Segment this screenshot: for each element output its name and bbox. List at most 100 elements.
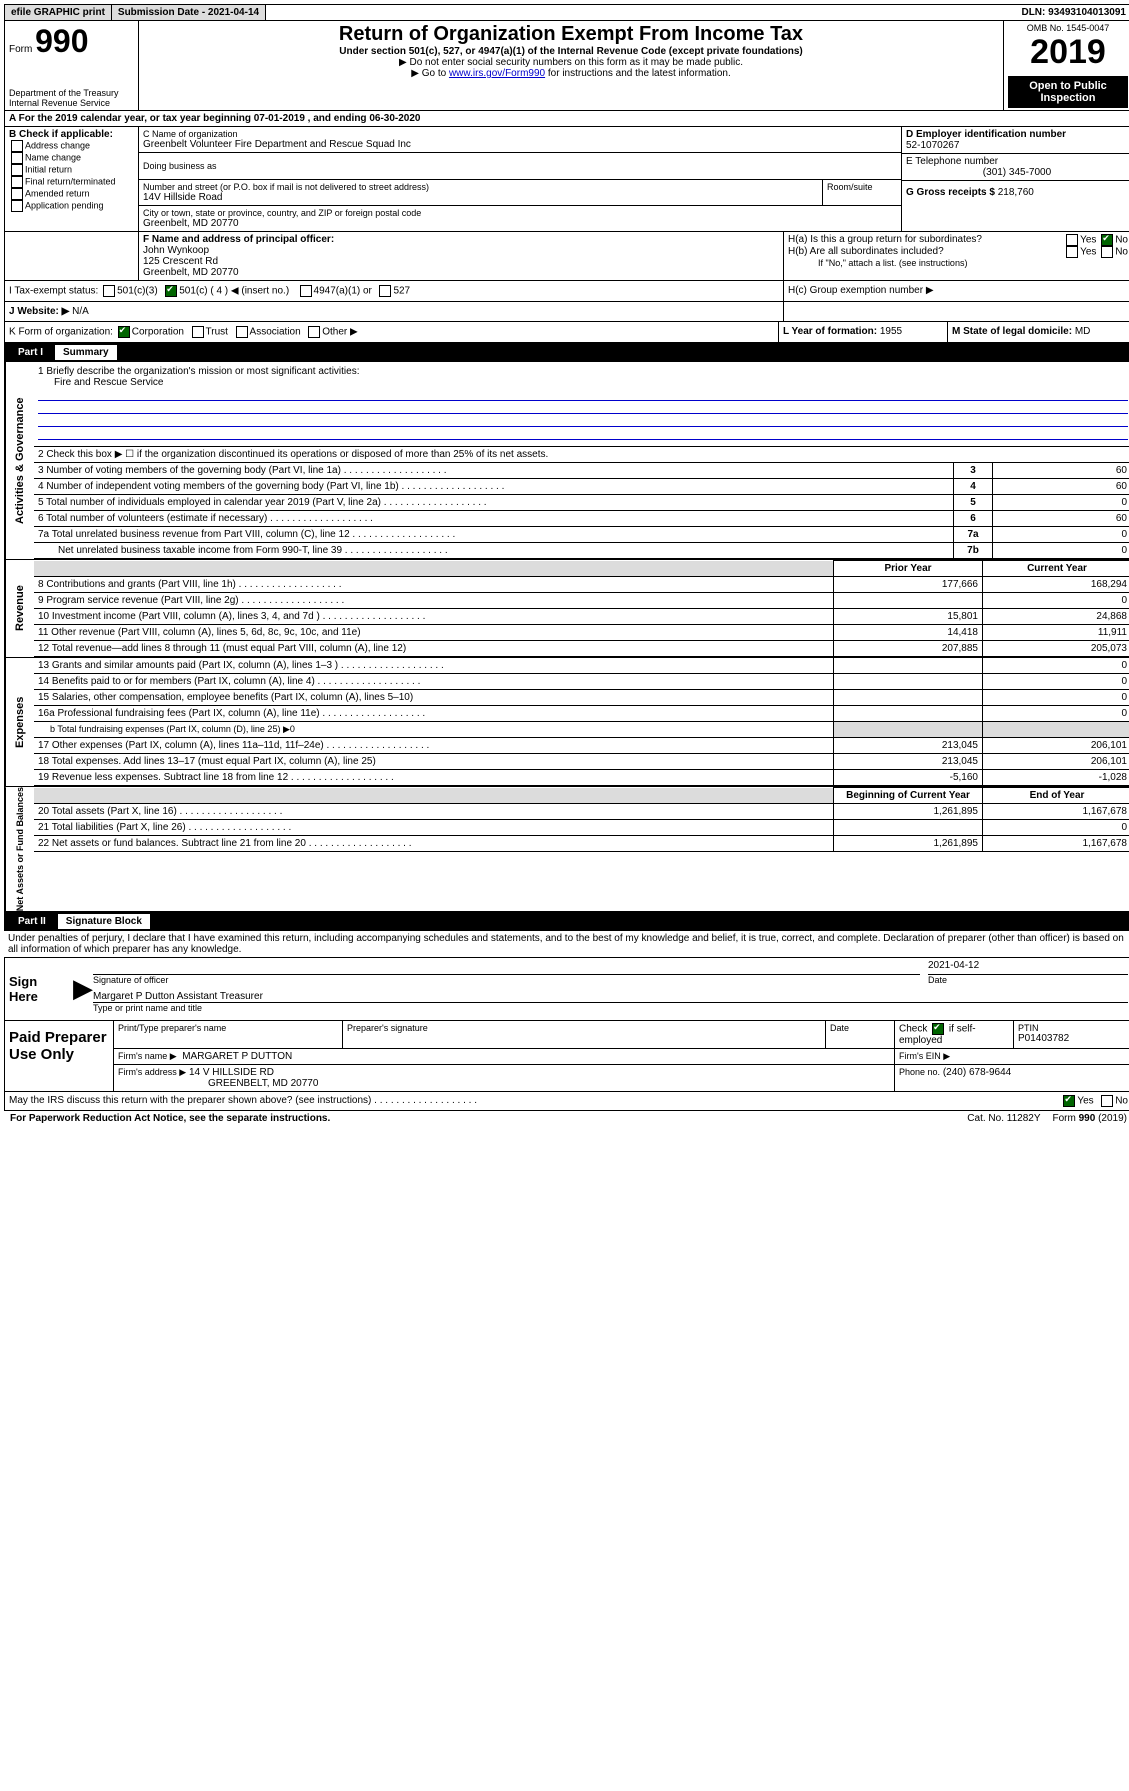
org-name: Greenbelt Volunteer Fire Department and … xyxy=(143,139,897,150)
self-employed-cell[interactable]: Check if self-employed xyxy=(895,1021,1014,1049)
begin-year-header: Beginning of Current Year xyxy=(834,788,983,804)
section-l: L Year of formation: 1955 xyxy=(779,322,948,342)
mission-line3 xyxy=(38,416,1128,427)
top-toolbar: efile GRAPHIC print Submission Date - 20… xyxy=(4,4,1129,21)
discuss-label: May the IRS discuss this return with the… xyxy=(9,1095,371,1106)
check-name-change[interactable]: Name change xyxy=(9,152,134,164)
g-label: G Gross receipts $ xyxy=(906,187,995,198)
line1-label: 1 Briefly describe the organization's mi… xyxy=(38,366,1128,377)
note2-post: for instructions and the latest informat… xyxy=(545,68,731,79)
c19: -1,028 xyxy=(983,770,1129,786)
sig-date: 2021-04-12 xyxy=(928,960,1128,975)
l-label: L Year of formation: xyxy=(783,326,877,337)
val5: 0 xyxy=(993,495,1129,511)
p22: 1,261,895 xyxy=(834,836,983,852)
prep-sig-label: Preparer's signature xyxy=(347,1023,821,1033)
line9: 9 Program service revenue (Part VIII, li… xyxy=(34,593,834,609)
val7a: 0 xyxy=(993,527,1129,543)
name-title-label: Type or print name and title xyxy=(93,1003,1128,1013)
ptin-label: PTIN xyxy=(1018,1023,1128,1033)
check-final-return[interactable]: Final return/terminated xyxy=(9,176,134,188)
form-note2: ▶ Go to www.irs.gov/Form990 for instruct… xyxy=(143,68,999,79)
c20: 1,167,678 xyxy=(983,804,1129,820)
c16b-grey xyxy=(983,722,1129,738)
form-label: Form xyxy=(9,44,32,55)
p11: 14,418 xyxy=(834,625,983,641)
p21 xyxy=(834,820,983,836)
p10: 15,801 xyxy=(834,609,983,625)
line18: 18 Total expenses. Add lines 13–17 (must… xyxy=(34,754,834,770)
section-m: M State of legal domicile: MD xyxy=(948,322,1129,342)
k-assoc[interactable]: Association xyxy=(250,327,301,338)
dept-treasury: Department of the Treasury xyxy=(9,88,134,98)
check-amended-return[interactable]: Amended return xyxy=(9,188,134,200)
c8: 168,294 xyxy=(983,577,1129,593)
side-revenue: Revenue xyxy=(5,560,34,657)
k-corp[interactable]: Corporation xyxy=(132,327,184,338)
h-b-yesno[interactable]: Yes No xyxy=(1064,246,1128,258)
section-i: I Tax-exempt status: 501(c)(3) 501(c) ( … xyxy=(5,281,784,301)
current-year-header: Current Year xyxy=(983,561,1129,577)
c17: 206,101 xyxy=(983,738,1129,754)
line17: 17 Other expenses (Part IX, column (A), … xyxy=(34,738,834,754)
check-address-change[interactable]: Address change xyxy=(9,140,134,152)
form-title: Return of Organization Exempt From Incom… xyxy=(143,23,999,46)
prep-name-label: Print/Type preparer's name xyxy=(118,1023,338,1033)
c15: 0 xyxy=(983,690,1129,706)
c14: 0 xyxy=(983,674,1129,690)
form990-link[interactable]: www.irs.gov/Form990 xyxy=(449,68,545,79)
c10: 24,868 xyxy=(983,609,1129,625)
line3: 3 Number of voting members of the govern… xyxy=(34,463,954,479)
mission-line4 xyxy=(38,429,1128,440)
note2-pre: ▶ Go to xyxy=(411,68,449,79)
j-right-empty xyxy=(784,302,1129,321)
submission-date-button[interactable]: Submission Date - 2021-04-14 xyxy=(112,5,266,20)
efile-print-button[interactable]: efile GRAPHIC print xyxy=(5,5,112,20)
line22: 22 Net assets or fund balances. Subtract… xyxy=(34,836,834,852)
form-identifier: Form 990 Department of the Treasury Inte… xyxy=(5,21,139,110)
h-a-label: H(a) Is this a group return for subordin… xyxy=(788,234,1064,246)
firm-phone-label: Phone no. xyxy=(899,1067,940,1077)
line20: 20 Total assets (Part X, line 16) xyxy=(34,804,834,820)
form-year-block: OMB No. 1545-0047 2019 Open to Public In… xyxy=(1003,21,1129,110)
phone-value: (301) 345-7000 xyxy=(906,167,1128,178)
sig-label: Signature of officer xyxy=(93,975,920,985)
dept-irs: Internal Revenue Service xyxy=(9,98,134,108)
officer-signature-line[interactable] xyxy=(93,960,920,975)
k-other[interactable]: Other ▶ xyxy=(322,327,357,338)
officer-name-line: Margaret P Dutton Assistant Treasurer xyxy=(93,991,1128,1003)
check-application-pending[interactable]: Application pending xyxy=(9,200,134,212)
check-initial-return[interactable]: Initial return xyxy=(9,164,134,176)
form-number: 990 xyxy=(35,23,88,59)
firm-ein-label: Firm's EIN ▶ xyxy=(899,1051,950,1061)
tax-year: 2019 xyxy=(1008,33,1128,72)
form-subtitle: Under section 501(c), 527, or 4947(a)(1)… xyxy=(143,46,999,57)
line6: 6 Total number of volunteers (estimate i… xyxy=(34,511,954,527)
line11: 11 Other revenue (Part VIII, column (A),… xyxy=(34,625,834,641)
line7b: Net unrelated business taxable income fr… xyxy=(34,543,954,559)
room-suite-label: Room/suite xyxy=(823,180,901,205)
paid-preparer-label: Paid Preparer Use Only xyxy=(5,1021,113,1091)
officer-street: 125 Crescent Rd xyxy=(143,256,779,267)
i-501c[interactable]: 501(c) ( 4 ) ◀ (insert no.) xyxy=(179,286,289,297)
website-value: N/A xyxy=(72,306,89,317)
i-501c3[interactable]: 501(c)(3) xyxy=(117,286,158,297)
val4: 60 xyxy=(993,479,1129,495)
line2: 2 Check this box ▶ ☐ if the organization… xyxy=(34,447,1129,463)
part-i-bar: Part I Summary xyxy=(4,343,1129,362)
k-trust[interactable]: Trust xyxy=(206,327,228,338)
line10: 10 Investment income (Part VIII, column … xyxy=(34,609,834,625)
m-label: M State of legal domicile: xyxy=(952,326,1072,337)
form-note1: ▶ Do not enter social security numbers o… xyxy=(143,57,999,68)
p20: 1,261,895 xyxy=(834,804,983,820)
sign-here-label: Sign Here xyxy=(5,958,73,1020)
c13: 0 xyxy=(983,658,1129,674)
h-a-yesno[interactable]: Yes No xyxy=(1064,234,1128,246)
section-f: F Name and address of principal officer:… xyxy=(139,232,784,280)
p16b-grey xyxy=(834,722,983,738)
i-527[interactable]: 527 xyxy=(393,286,410,297)
i-4947[interactable]: 4947(a)(1) or xyxy=(314,286,372,297)
omb-number: OMB No. 1545-0047 xyxy=(1008,23,1128,33)
discuss-yesno[interactable]: Yes No xyxy=(1061,1095,1128,1107)
p8: 177,666 xyxy=(834,577,983,593)
